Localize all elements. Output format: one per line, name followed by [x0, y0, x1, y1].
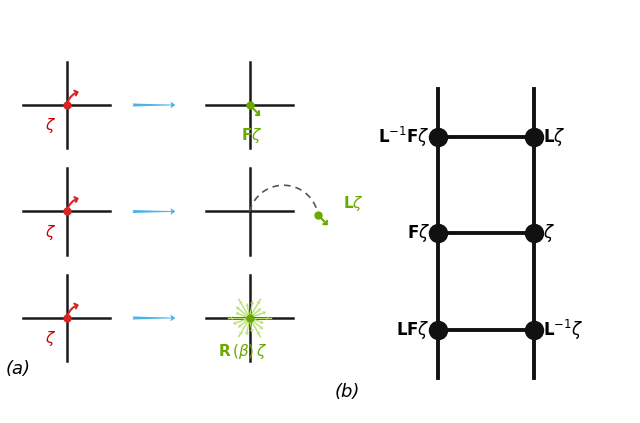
Text: $\zeta$: $\zeta$: [543, 222, 555, 244]
Text: $\mathbf{L}\zeta$: $\mathbf{L}\zeta$: [543, 126, 566, 148]
Text: $\mathbf{R}\,(\beta)\,\zeta$: $\mathbf{R}\,(\beta)\,\zeta$: [218, 342, 268, 361]
Text: $\mathbf{L}^{-1}\zeta$: $\mathbf{L}^{-1}\zeta$: [543, 318, 583, 342]
Text: (b): (b): [335, 383, 360, 401]
Text: (a): (a): [6, 360, 31, 378]
Text: $\mathbf{L}^{-1}\mathbf{F}\zeta$: $\mathbf{L}^{-1}\mathbf{F}\zeta$: [378, 125, 430, 149]
Text: $\zeta$: $\zeta$: [45, 116, 56, 135]
Text: $\zeta$: $\zeta$: [45, 222, 56, 242]
Text: $\mathbf{F}\zeta$: $\mathbf{F}\zeta$: [406, 222, 430, 244]
Text: $\zeta$: $\zeta$: [45, 329, 56, 348]
Text: $\mathbf{F}\zeta$: $\mathbf{F}\zeta$: [241, 126, 262, 145]
Text: $\mathbf{L}\zeta$: $\mathbf{L}\zeta$: [342, 194, 364, 213]
Text: $\mathbf{LF}\zeta$: $\mathbf{LF}\zeta$: [396, 319, 430, 341]
